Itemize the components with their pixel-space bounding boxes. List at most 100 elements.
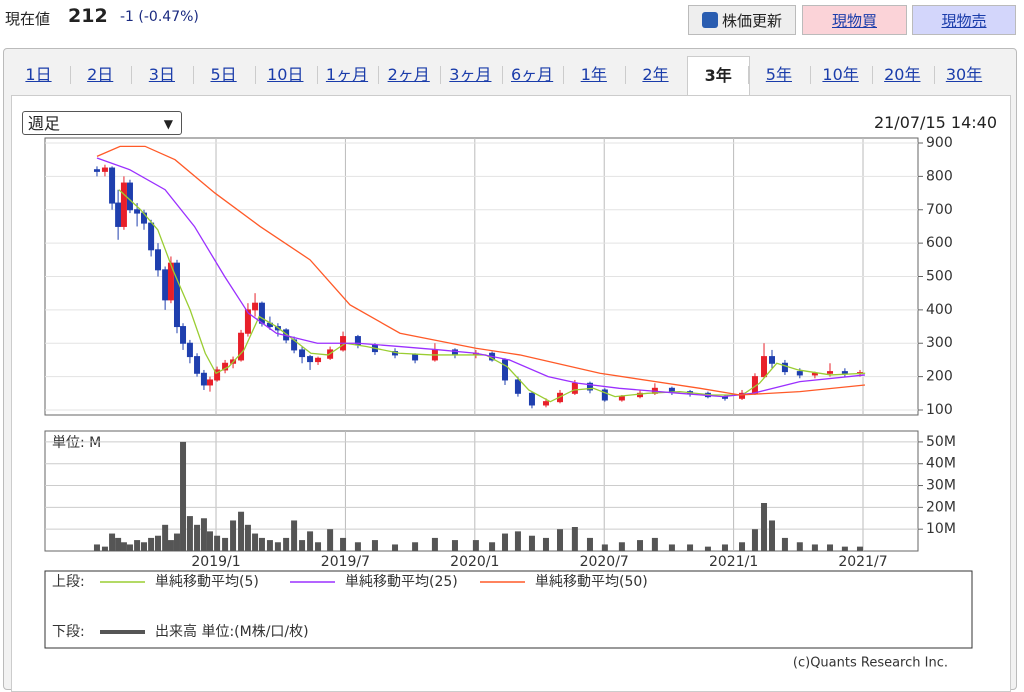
period-select[interactable]: 週足 ▼ [22, 111, 182, 135]
period-tab[interactable]: 10年 [822, 65, 859, 84]
volume-bar [354, 542, 361, 551]
timestamp: 21/07/15 14:40 [873, 113, 997, 132]
period-tab[interactable]: 1ヶ月 [325, 65, 369, 84]
period-tab[interactable]: 3ヶ月 [449, 65, 492, 84]
candle-body [134, 209, 141, 214]
period-tab[interactable]: 30年 [945, 65, 983, 84]
dropdown-arrow: ▼ [163, 117, 173, 131]
y-tick-label: 800 [926, 168, 953, 184]
sell-button[interactable]: 現物売 [912, 5, 1016, 35]
period-tab[interactable]: 2年 [642, 65, 669, 84]
moving-average-line [96, 145, 866, 396]
legend-upper-label: 上段: [52, 574, 85, 590]
candle-body [244, 309, 251, 334]
period-tab[interactable]: 5日 [210, 65, 237, 84]
x-tick-label: 2021/1 [709, 554, 758, 570]
x-tick-label: 2020/1 [450, 554, 499, 570]
candle-body [768, 356, 775, 364]
price-label: 現在値 [5, 10, 51, 28]
refresh-button[interactable]: 株価更新 [688, 5, 796, 35]
period-select-value: 週足 [28, 114, 61, 133]
candle-body [101, 167, 108, 172]
volume-bar [148, 537, 155, 551]
current-price: 212 [68, 5, 108, 27]
period-tab[interactable]: 1年 [580, 65, 607, 84]
candle-body [601, 389, 608, 401]
volume-bar [761, 503, 768, 551]
moving-average-line [96, 157, 866, 398]
tab-separator [378, 66, 380, 84]
candle-body [514, 379, 521, 394]
volume-bar [238, 511, 245, 551]
tab-separator [501, 66, 503, 84]
volume-bar [222, 537, 229, 551]
candle-body [841, 371, 848, 374]
volume-bar [186, 516, 193, 551]
volume-bar [528, 535, 535, 551]
volume-bar [687, 544, 694, 551]
x-tick-label: 2021/7 [838, 554, 887, 570]
volume-bar [637, 540, 644, 551]
y-tick-label: 200 [926, 369, 953, 385]
volume-bar [768, 520, 775, 551]
candle-body [811, 372, 818, 376]
volume-bar [291, 520, 298, 551]
candle-body [252, 302, 259, 311]
candle-body [502, 359, 509, 381]
refresh-icon [701, 12, 718, 28]
candle-body [194, 356, 201, 374]
candle-body [637, 392, 644, 398]
tab-separator [686, 66, 688, 84]
volume-bar [173, 533, 180, 551]
volume-bar [781, 537, 788, 551]
candle-body [206, 379, 213, 386]
volume-bar [542, 537, 549, 551]
volume-bar [315, 542, 322, 551]
volume-bar [392, 544, 399, 551]
volume-bar [502, 533, 509, 551]
candle-body [155, 249, 162, 271]
tab-separator [131, 66, 133, 84]
volume-bar [230, 520, 237, 551]
volume-bar [571, 527, 578, 551]
period-tab[interactable]: 5年 [765, 65, 792, 84]
period-tab[interactable]: 1日 [25, 65, 52, 84]
candle-body [796, 371, 803, 376]
period-tab[interactable]: 3日 [148, 65, 175, 84]
period-tab[interactable]: 2ヶ月 [387, 65, 430, 84]
volume-bar [451, 540, 458, 551]
buy-button[interactable]: 現物買 [802, 5, 907, 35]
volume-bar [214, 535, 221, 551]
period-tab[interactable]: 2日 [87, 65, 114, 84]
volume-bar [514, 531, 521, 551]
volume-bar [557, 529, 564, 551]
volume-bar [134, 540, 141, 551]
candle-body [412, 354, 419, 361]
period-tab[interactable]: 20年 [884, 65, 921, 84]
period-tab[interactable]: 10日 [267, 65, 304, 84]
candle-body [781, 362, 788, 373]
refresh-label: 株価更新 [721, 12, 782, 30]
volume-bar [167, 540, 174, 551]
moving-average-line [118, 189, 866, 403]
candle-body [200, 372, 207, 386]
volume-bar [601, 544, 608, 551]
volume-tick-label: 30M [926, 478, 956, 494]
volume-bar [140, 542, 147, 551]
tab-separator [871, 66, 873, 84]
tab-separator [625, 66, 626, 84]
period-tab[interactable]: 3年 [686, 56, 750, 95]
x-tick-label: 2019/1 [191, 554, 240, 570]
volume-bar [618, 542, 625, 551]
volume-bar [751, 529, 758, 551]
legend-label: 単純移動平均(25) [345, 574, 458, 590]
candle-body [120, 182, 127, 227]
period-tab[interactable]: 6ヶ月 [511, 65, 554, 84]
volume-unit: 単位: M [52, 435, 101, 451]
candle-body [186, 342, 193, 358]
volume-bar [266, 540, 273, 551]
volume-bar [283, 537, 290, 551]
volume-bar [489, 542, 496, 551]
